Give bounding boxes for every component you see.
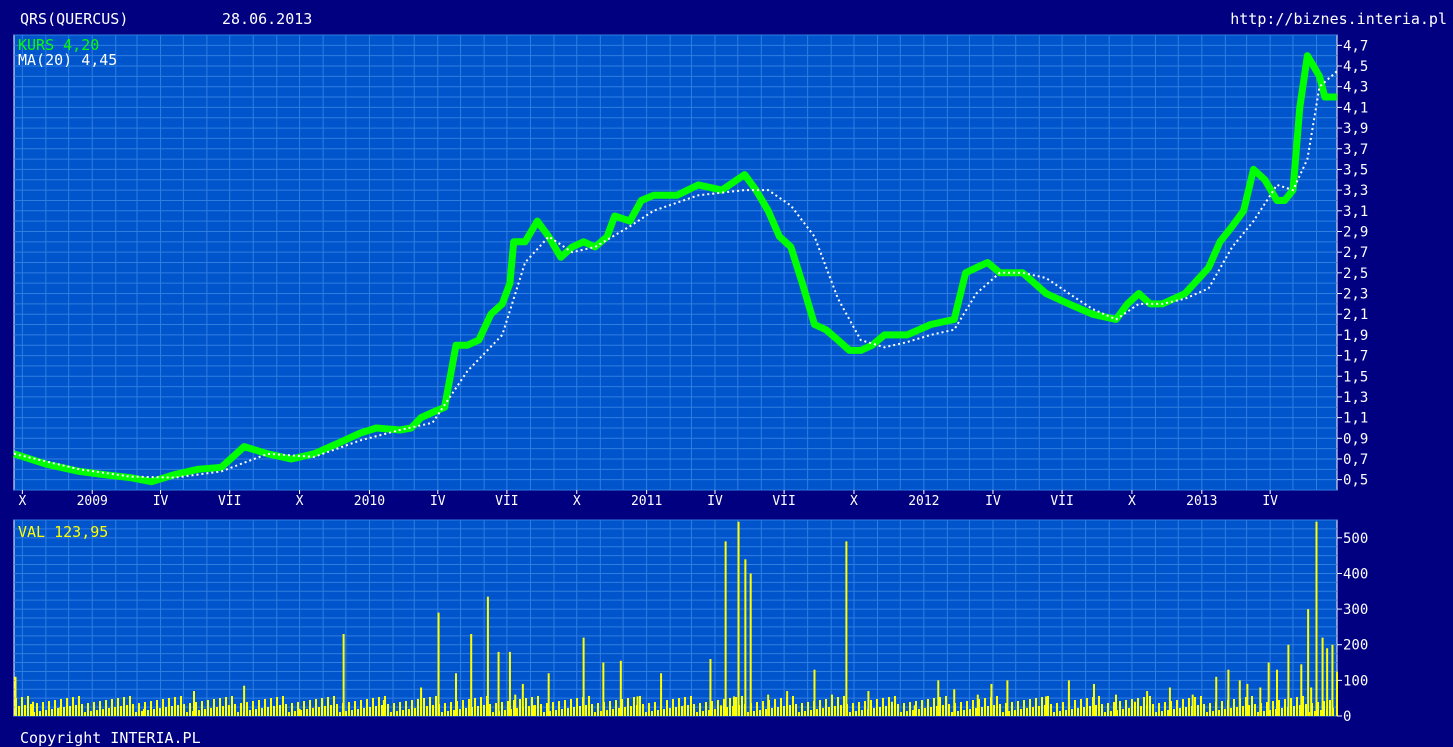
price-y-tick-label: 3,1	[1343, 204, 1368, 220]
kurs-line	[12, 52, 1337, 486]
price-y-tick-label: 2,5	[1343, 266, 1368, 282]
x-tick-label: IV	[430, 494, 446, 509]
source-link[interactable]: http://biznes.interia.pl	[1230, 10, 1447, 28]
grid-lines	[14, 34, 1337, 717]
chart-date: 28.06.2013	[222, 10, 313, 28]
x-tick-label: X	[18, 494, 26, 509]
price-series	[12, 52, 1338, 486]
x-tick-label: X	[1128, 494, 1136, 509]
x-tick-label: VII	[218, 494, 241, 509]
volume-y-tick-label: 500	[1343, 531, 1368, 547]
axis-labels: 0,5 0,7 0,9 1,1 1,3 1,5 1,7 1,9 2,1 2,3 2,5 2,7 2,9 3…	[18, 38, 1368, 725]
price-y-tick-label: 1,9	[1343, 328, 1368, 344]
price-y-tick-label: 1,7	[1343, 349, 1368, 365]
price-y-tick-label: 0,5	[1343, 473, 1368, 489]
ticker-title: QRS(QUERCUS)	[20, 10, 129, 28]
x-tick-label: X	[850, 494, 858, 509]
price-y-tick-label: 3,9	[1343, 121, 1368, 137]
x-tick-label: IV	[707, 494, 723, 509]
price-legend-label: KURS 4,20	[18, 36, 99, 54]
price-y-tick-label: 2,1	[1343, 307, 1368, 323]
x-tick-label: X	[296, 494, 304, 509]
x-tick-label: IV	[985, 494, 1001, 509]
x-tick-label: VII	[1050, 494, 1073, 509]
price-y-tick-label: 0,7	[1343, 452, 1368, 468]
volume-legend-label: VAL 123,95	[18, 523, 108, 541]
volume-y-tick-label: 100	[1343, 673, 1368, 689]
price-y-tick-label: 1,1	[1343, 411, 1368, 427]
x-tick-label: 2013	[1186, 494, 1217, 509]
x-tick-label: 2011	[631, 494, 662, 509]
x-tick-label: VII	[772, 494, 795, 509]
price-y-tick-label: 2,3	[1343, 287, 1368, 303]
x-tick-label: 2010	[354, 494, 385, 509]
copyright-text: Copyright INTERIA.PL	[20, 729, 201, 747]
x-tick-label: VII	[495, 494, 518, 509]
price-y-tick-label: 2,7	[1343, 245, 1368, 261]
price-y-tick-label: 1,5	[1343, 369, 1368, 385]
price-y-tick-label: 1,3	[1343, 390, 1368, 406]
volume-y-tick-label: 0	[1343, 709, 1351, 725]
volume-y-tick-label: 300	[1343, 602, 1368, 618]
price-y-tick-label: 4,5	[1343, 59, 1368, 75]
price-y-tick-label: 3,7	[1343, 142, 1368, 158]
volume-bars	[14, 521, 1338, 716]
price-y-tick-label: 4,3	[1343, 80, 1368, 96]
price-y-tick-label: 0,9	[1343, 431, 1368, 447]
x-tick-label: X	[573, 494, 581, 509]
price-y-tick-label: 4,1	[1343, 100, 1368, 116]
x-tick-label: IV	[153, 494, 169, 509]
x-tick-label: 2012	[908, 494, 939, 509]
price-y-tick-label: 4,7	[1343, 38, 1368, 54]
x-tick-label: IV	[1262, 494, 1278, 509]
price-legend-label: MA(20) 4,45	[18, 51, 117, 69]
volume-y-tick-label: 200	[1343, 638, 1368, 654]
volume-y-tick-label: 400	[1343, 566, 1368, 582]
price-y-tick-label: 3,3	[1343, 183, 1368, 199]
price-y-tick-label: 3,5	[1343, 162, 1368, 178]
x-tick-label: 2009	[77, 494, 108, 509]
price-y-tick-label: 2,9	[1343, 224, 1368, 240]
